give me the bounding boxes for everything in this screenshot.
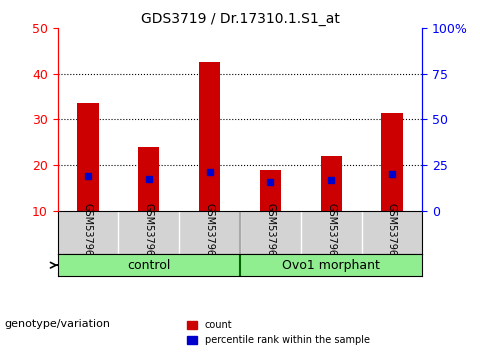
Bar: [199, 63, 220, 211]
Text: GSM537965: GSM537965: [265, 203, 276, 262]
Bar: [260, 170, 281, 211]
Bar: [381, 113, 403, 211]
Text: control: control: [127, 259, 170, 272]
Bar: [138, 147, 159, 211]
Legend: count, percentile rank within the sample: count, percentile rank within the sample: [183, 316, 373, 349]
Text: GSM537962: GSM537962: [83, 203, 93, 262]
Text: Ovo1 morphant: Ovo1 morphant: [282, 259, 380, 272]
Text: GSM537967: GSM537967: [387, 203, 397, 262]
Text: GSM537963: GSM537963: [144, 203, 154, 262]
Text: GSM537964: GSM537964: [204, 203, 215, 262]
Title: GDS3719 / Dr.17310.1.S1_at: GDS3719 / Dr.17310.1.S1_at: [141, 12, 339, 26]
Bar: [77, 103, 98, 211]
Text: GSM537966: GSM537966: [326, 203, 336, 262]
Bar: [321, 156, 342, 211]
Text: genotype/variation: genotype/variation: [5, 319, 111, 329]
